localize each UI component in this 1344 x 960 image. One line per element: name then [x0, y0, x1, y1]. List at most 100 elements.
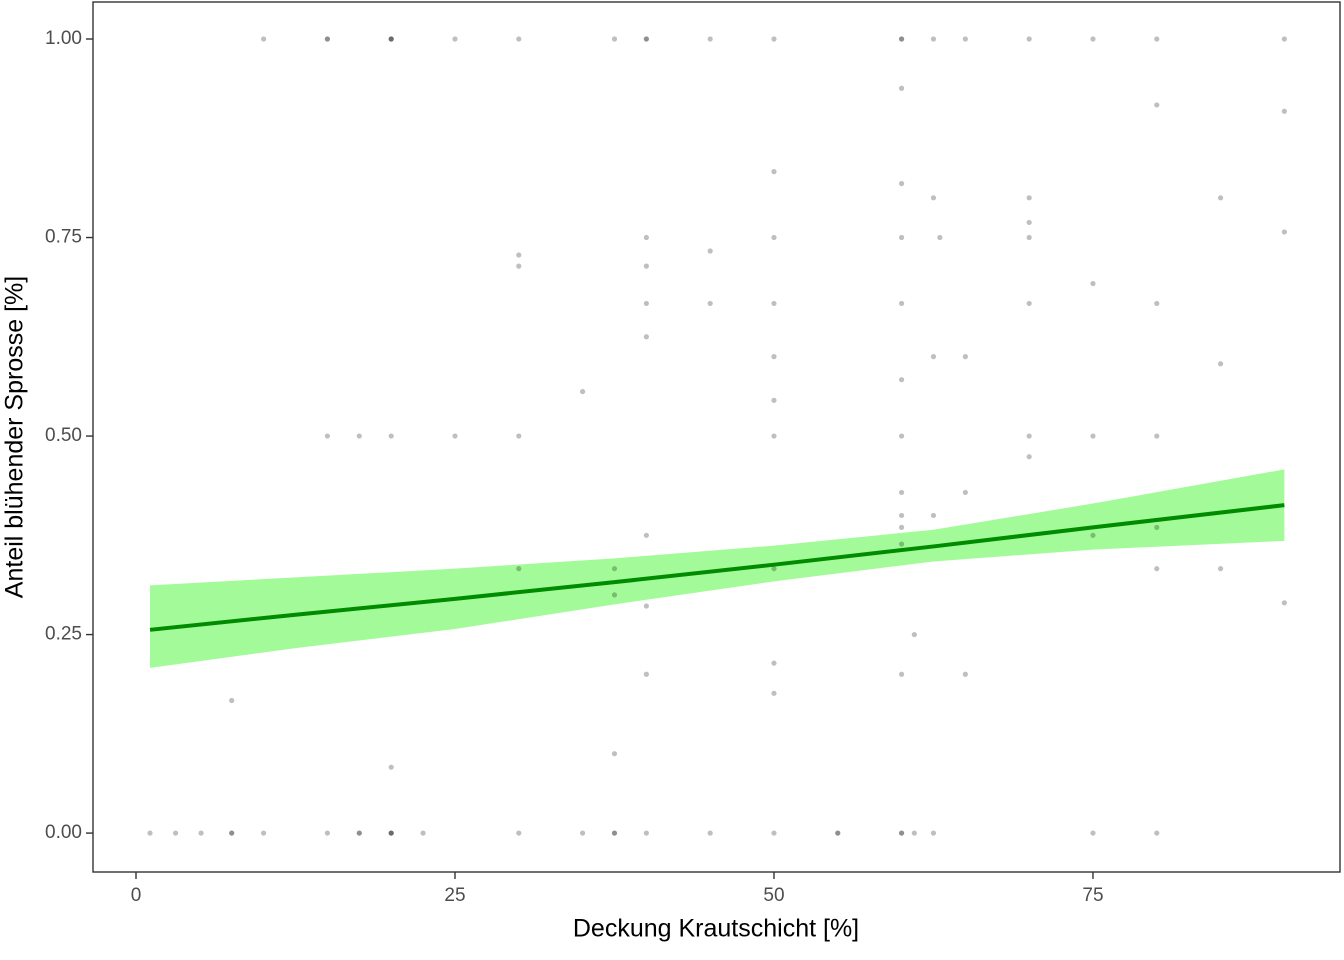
confidence-band — [150, 469, 1285, 668]
data-point — [229, 830, 235, 836]
data-point — [1281, 36, 1287, 42]
x-axis-title: Deckung Krautschicht [%] — [573, 915, 859, 943]
data-point — [1217, 361, 1224, 367]
data-point — [229, 830, 235, 836]
data-point — [1281, 229, 1287, 235]
data-point — [356, 433, 362, 439]
data-point — [898, 234, 905, 241]
data-point — [643, 234, 649, 241]
data-point — [643, 300, 649, 307]
data-point — [1026, 234, 1032, 241]
data-point — [1154, 830, 1160, 836]
data-point — [1026, 433, 1032, 439]
data-point — [516, 830, 522, 836]
data-point — [962, 489, 968, 496]
data-point — [388, 830, 394, 836]
y-tick-label: 0.00 — [45, 822, 82, 843]
data-point — [930, 512, 937, 519]
data-point — [771, 234, 777, 241]
y-tick-label: 1.00 — [45, 28, 82, 49]
data-point — [707, 300, 713, 307]
data-point — [771, 830, 777, 836]
plot-border — [92, 1, 1341, 873]
data-point — [962, 671, 968, 677]
data-point — [937, 234, 943, 241]
data-point — [771, 660, 777, 666]
data-point — [1154, 102, 1160, 108]
data-point — [611, 830, 618, 836]
data-point — [198, 830, 204, 836]
data-point — [260, 830, 267, 836]
data-point — [911, 631, 917, 638]
data-point — [898, 180, 905, 187]
data-point — [1090, 433, 1096, 439]
data-point — [771, 397, 777, 403]
data-point — [388, 36, 394, 42]
data-point — [1090, 532, 1096, 538]
data-point — [643, 36, 649, 42]
data-point — [611, 830, 618, 836]
data-point — [898, 524, 905, 530]
x-tick-label: 0 — [131, 885, 142, 906]
data-point — [516, 252, 522, 258]
data-point — [516, 433, 522, 439]
data-point — [147, 830, 153, 836]
data-point — [930, 354, 937, 360]
data-point — [962, 354, 968, 360]
data-point — [707, 248, 713, 254]
data-point — [643, 603, 649, 609]
data-point — [388, 830, 394, 836]
data-point — [898, 541, 905, 547]
data-point — [898, 512, 905, 519]
data-point — [898, 830, 905, 836]
data-point — [898, 671, 905, 677]
y-axis-title: Anteil blühender Sprosse [%] — [1, 276, 29, 598]
data-point — [1154, 36, 1160, 42]
data-point — [898, 377, 905, 383]
data-point — [771, 36, 777, 42]
data-point — [643, 671, 649, 677]
data-point — [356, 830, 362, 836]
data-point — [1026, 454, 1032, 460]
data-point — [835, 830, 841, 836]
data-point — [1026, 36, 1032, 42]
data-point — [771, 169, 777, 175]
data-point — [1090, 36, 1096, 42]
data-point — [611, 592, 618, 598]
data-point — [611, 566, 618, 572]
data-point — [516, 36, 522, 42]
data-point — [1090, 280, 1096, 287]
data-point — [898, 433, 905, 439]
data-point — [898, 85, 905, 91]
data-point — [356, 830, 362, 836]
data-point — [229, 697, 235, 704]
data-point — [1154, 566, 1160, 572]
data-point — [835, 830, 841, 836]
data-point — [516, 566, 522, 572]
data-point — [452, 433, 458, 439]
data-point — [324, 36, 330, 42]
data-point — [643, 334, 649, 340]
data-point — [388, 433, 394, 439]
data-point — [930, 830, 937, 836]
data-point — [707, 830, 713, 836]
data-point — [420, 830, 426, 836]
data-point — [579, 830, 586, 836]
data-point — [324, 433, 330, 439]
data-point — [1090, 830, 1096, 836]
data-point — [1217, 195, 1224, 201]
data-point — [898, 36, 905, 42]
data-point — [1026, 219, 1032, 226]
data-point — [388, 764, 394, 770]
data-point — [388, 830, 394, 836]
data-point — [930, 36, 937, 42]
data-point — [1217, 566, 1224, 572]
data-point — [930, 195, 937, 201]
data-point — [611, 36, 618, 42]
data-point — [643, 36, 649, 42]
x-tick-label: 50 — [763, 885, 784, 906]
y-tick-label: 0.50 — [45, 425, 82, 446]
data-point — [1154, 300, 1160, 307]
data-point — [911, 830, 917, 836]
data-point — [771, 354, 777, 360]
